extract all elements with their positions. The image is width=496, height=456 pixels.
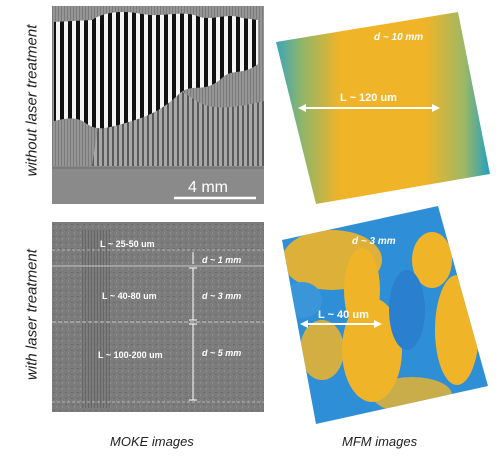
scale-bar-label: 4 mm [188,179,228,196]
mfm-image-with-laser: d ~ 3 mm L ~ 40 um [282,206,488,424]
column-label-moke: MOKE images [110,434,194,449]
moke-image-with-laser: L ~ 25-50 um d ~ 1 mm L ~ 40-80 um d ~ 3… [52,222,264,412]
moke-row3-thickness: d ~ 5 mm [202,348,241,358]
mfm-bottom-width: L ~ 40 um [318,309,369,321]
mfm-image-without-laser: d ~ 10 mm L ~ 120 um [276,12,490,204]
mfm-top-width: L ~ 120 um [340,92,397,104]
moke-row1-width: L ~ 25-50 um [100,239,155,249]
mfm-bottom-thickness: d ~ 3 mm [352,236,396,247]
moke-row1-thickness: d ~ 1 mm [202,255,241,265]
moke-image-without-laser: 4 mm [52,6,264,204]
column-label-mfm: MFM images [342,434,418,449]
moke-row2-width: L ~ 40-80 um [102,291,157,301]
moke-row3-width: L ~ 100-200 um [98,350,163,360]
mfm-top-thickness: d ~ 10 mm [374,32,423,43]
row-label-with-laser: with laser treatment [23,249,41,380]
moke-row2-thickness: d ~ 3 mm [202,291,241,301]
row-label-without-laser: without laser treatment [23,24,41,177]
